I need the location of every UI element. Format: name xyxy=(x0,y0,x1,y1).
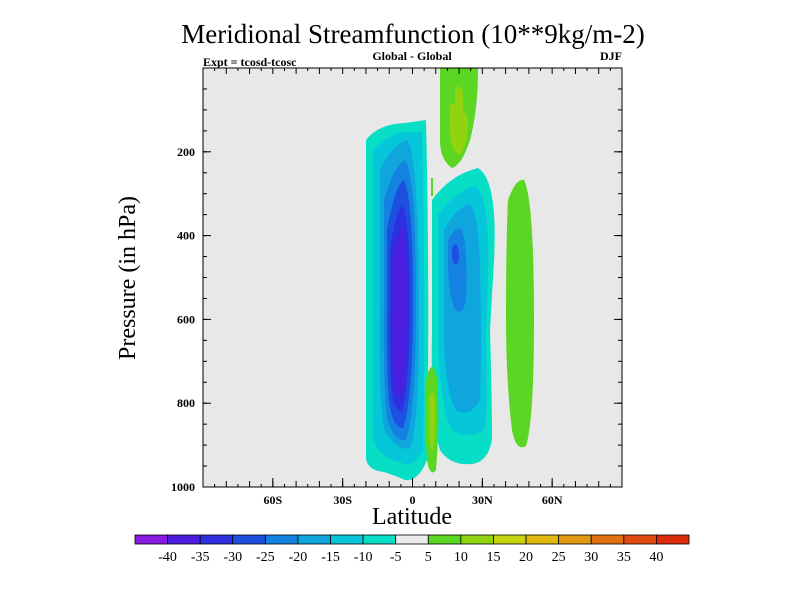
contour-nh-extratropic-5 xyxy=(506,179,534,448)
colorbar-label: 40 xyxy=(649,550,663,565)
chart-subtitle-left: Expt = tcosd-tcosc xyxy=(203,55,297,69)
colorbar-swatch xyxy=(297,534,331,545)
y-axis-label: Pressure (in hPa) xyxy=(115,196,141,360)
colorbar-label: -15 xyxy=(321,550,340,565)
colorbar-swatch xyxy=(362,534,397,545)
colorbar-swatch xyxy=(590,534,625,545)
colorbar-swatch xyxy=(623,534,657,545)
x-tick-label: 60S xyxy=(263,493,282,507)
colorbar-swatch xyxy=(525,534,560,545)
colorbar-swatch xyxy=(558,534,592,545)
chart-title: Meridional Streamfunction (10**9kg/m-2) xyxy=(181,19,644,49)
colorbar-swatch xyxy=(264,534,299,545)
colorbar-label: -5 xyxy=(390,550,402,565)
x-axis-label: Latitude xyxy=(372,504,452,530)
contour-nh-upper-10b xyxy=(455,86,463,110)
colorbar-swatch xyxy=(134,534,168,545)
colorbar-swatch xyxy=(330,534,364,545)
colorbar-swatch xyxy=(427,534,462,545)
contour-nh-neg25 xyxy=(452,244,459,265)
x-axis-ticks: 60S 30S 0 30N 60N xyxy=(214,68,611,507)
y-tick-label: 600 xyxy=(177,312,195,326)
colorbar-label: 30 xyxy=(584,550,598,565)
y-tick-label: 1000 xyxy=(171,480,195,494)
colorbar-swatch xyxy=(232,534,266,545)
colorbar: -40 -35 -30 -25 -20 -15 -10 -5 5 10 15 20 25 30 35 40 xyxy=(134,534,690,565)
colorbar-swatch xyxy=(199,534,234,545)
chart-subtitle-center: Global - Global xyxy=(372,49,452,63)
colorbar-swatch xyxy=(460,534,494,545)
colorbar-swatch xyxy=(167,534,201,545)
contour-eq-surface-10 xyxy=(429,391,436,451)
colorbar-label: -30 xyxy=(223,550,242,565)
y-axis-ticks: 200 400 600 800 1000 xyxy=(171,88,622,494)
colorbar-label: -40 xyxy=(158,550,177,565)
x-tick-label: 30S xyxy=(333,493,352,507)
contour-fills xyxy=(365,68,534,481)
colorbar-label: -10 xyxy=(354,550,373,565)
contour-sh-neg35 xyxy=(392,228,407,398)
colorbar-label: -25 xyxy=(256,550,275,565)
colorbar-label: 5 xyxy=(425,550,432,565)
colorbar-label: 20 xyxy=(519,550,533,565)
colorbar-label: 15 xyxy=(486,550,500,565)
y-tick-label: 800 xyxy=(177,396,195,410)
x-tick-label: 60N xyxy=(542,493,563,507)
x-tick-label: 0 xyxy=(410,493,416,507)
colorbar-label: -35 xyxy=(191,550,210,565)
y-tick-label: 400 xyxy=(177,229,195,243)
colorbar-label: 35 xyxy=(617,550,631,565)
contour-nh-upper-10 xyxy=(450,103,468,155)
colorbar-swatch xyxy=(493,534,527,545)
colorbar-swatch xyxy=(395,534,429,545)
chart-subtitle-right: DJF xyxy=(600,49,622,63)
colorbar-label: 25 xyxy=(552,550,566,565)
x-tick-label: 30N xyxy=(472,493,493,507)
colorbar-label: 10 xyxy=(454,550,468,565)
y-tick-label: 200 xyxy=(177,145,195,159)
colorbar-swatch xyxy=(656,534,690,545)
contour-eq-small-line xyxy=(431,178,433,196)
colorbar-label: -20 xyxy=(289,550,308,565)
